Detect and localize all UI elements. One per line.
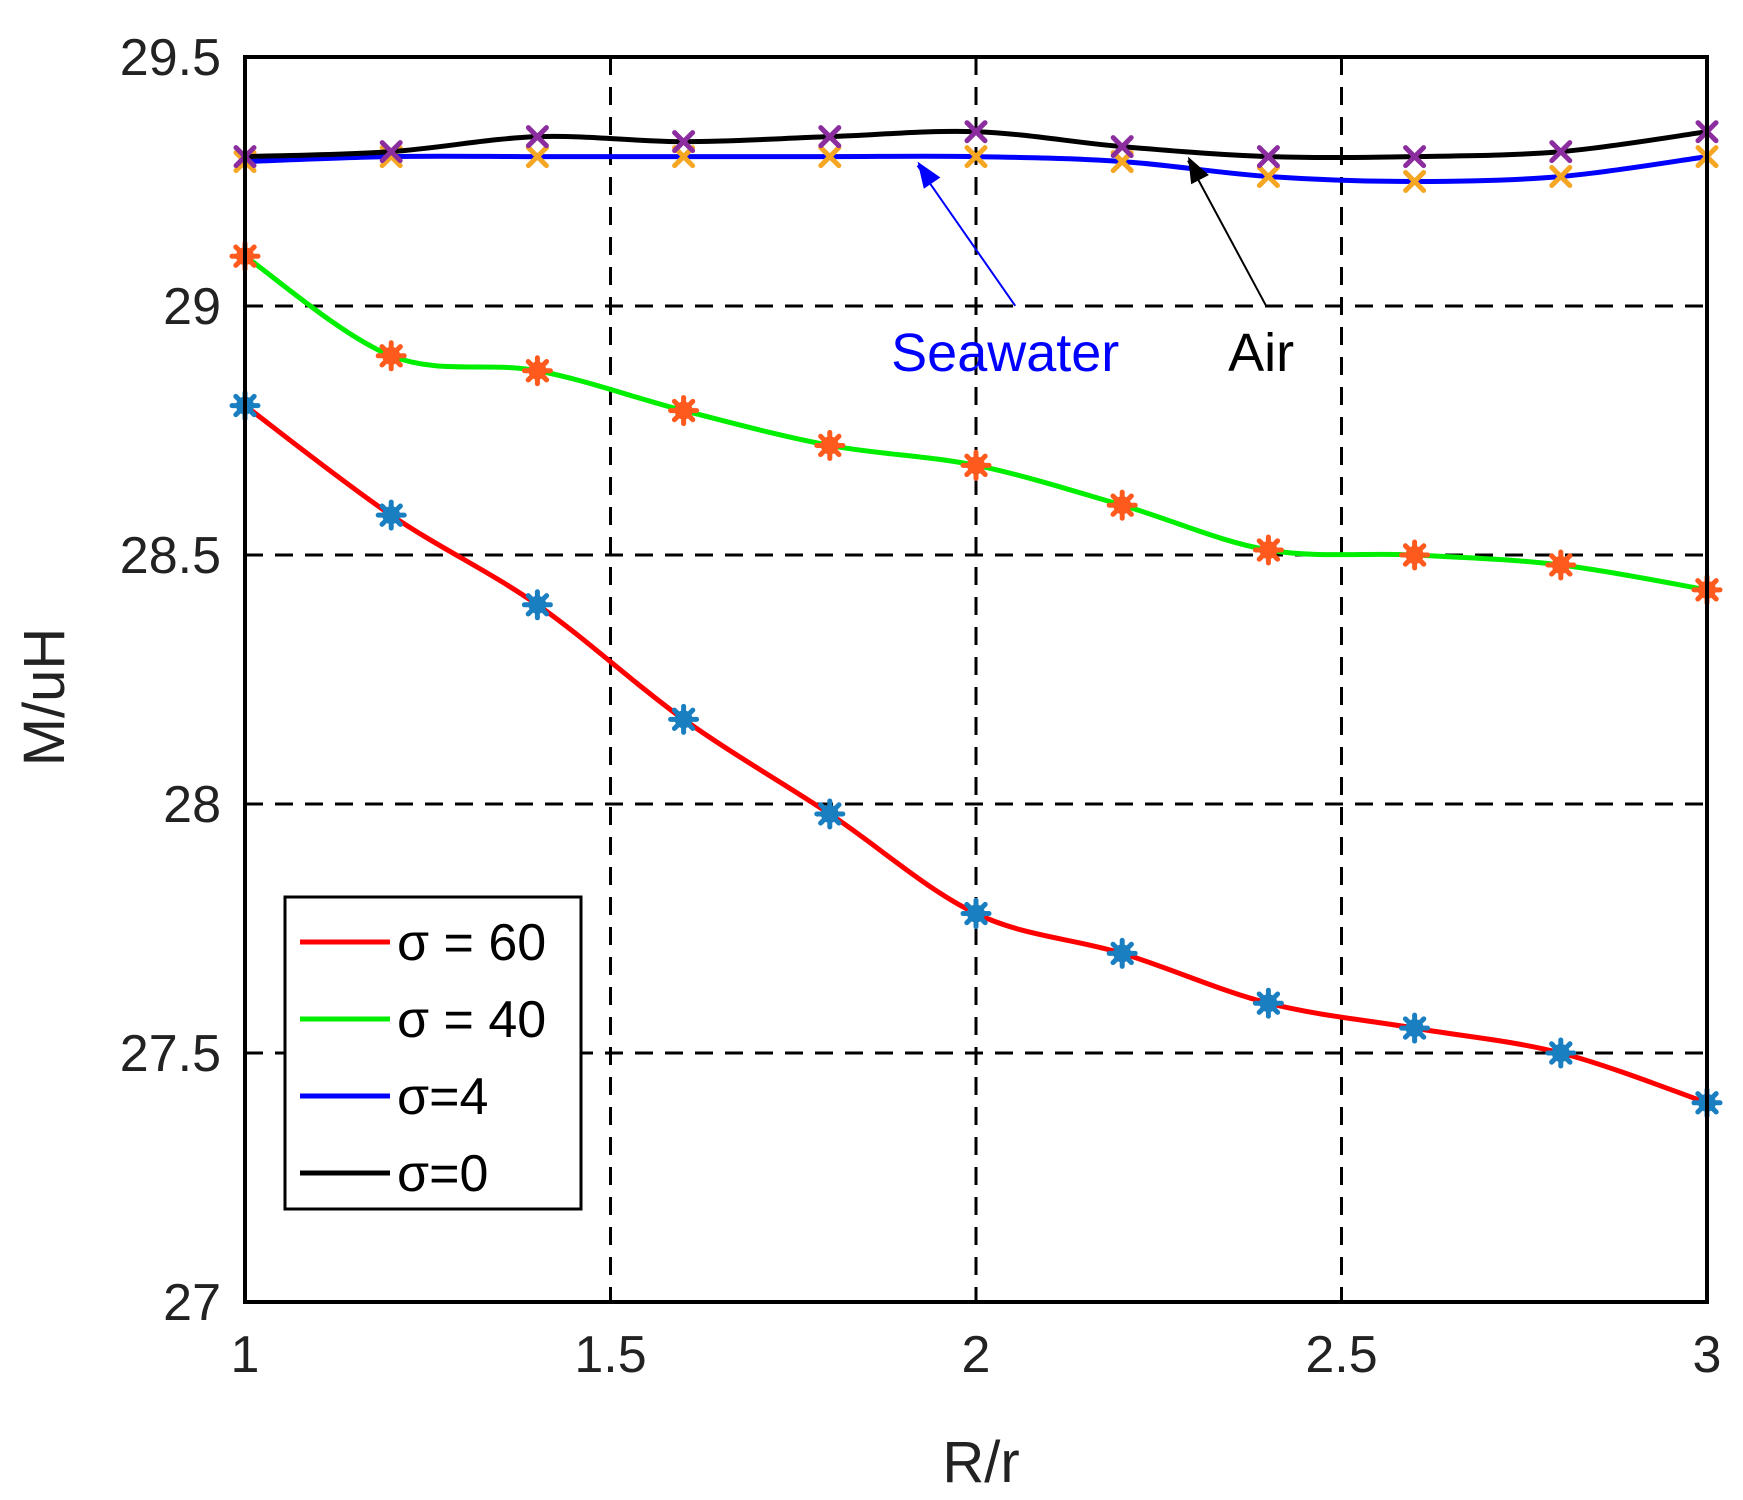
marker-stroke (964, 145, 988, 169)
marker-stroke (1549, 165, 1573, 189)
marker-stroke (379, 140, 403, 164)
legend-label-sigma-60: σ = 60 (397, 914, 546, 972)
marker-sigma-4-5 (964, 145, 988, 169)
marker-spoke (1402, 543, 1427, 567)
legend-box (283, 895, 583, 1211)
legend: σ = 60 σ = 40 σ=4 σ=0 (283, 895, 583, 1211)
marker-stroke (1256, 145, 1280, 169)
x-tick-label-4: 3 (1693, 1326, 1722, 1384)
marker-spoke (1110, 493, 1134, 517)
marker-sigma-40-5 (960, 449, 992, 481)
x-tick-label-3: 2.5 (1305, 1326, 1377, 1384)
marker-spoke (1402, 1016, 1427, 1040)
marker-sigma-4-7 (1256, 165, 1280, 189)
marker-sigma-0-2 (525, 125, 549, 149)
marker-sigma-40-4 (814, 429, 846, 461)
marker-stroke (818, 145, 842, 169)
marker-spoke (964, 901, 988, 926)
marker-sigma-40-8 (1399, 539, 1431, 571)
marker-spoke (1256, 538, 1281, 562)
marker-stroke (1110, 135, 1134, 159)
plot-series (229, 120, 1723, 1119)
x-tick-label-2: 2 (962, 1326, 991, 1384)
marker-sigma-60-6 (1106, 937, 1138, 969)
marker-sigma-4-2 (525, 145, 549, 169)
marker-spoke (818, 802, 842, 826)
marker-stroke (1403, 145, 1427, 169)
marker-sigma-40-9 (1545, 549, 1577, 581)
marker-sigma-0-5 (964, 120, 988, 144)
marker-sigma-0-6 (1110, 135, 1134, 159)
marker-spoke (525, 593, 550, 617)
x-axis-title: R/r (942, 1430, 1019, 1495)
marker-stroke (1549, 140, 1573, 164)
marker-spoke (379, 344, 403, 368)
marker-sigma-40-2 (521, 355, 553, 387)
marker-sigma-60-3 (668, 703, 700, 735)
marker-spoke (671, 707, 696, 732)
marker-sigma-4-9 (1549, 165, 1573, 189)
marker-stroke (1256, 165, 1280, 189)
marker-sigma-0-3 (672, 130, 696, 154)
marker-sigma-40-1 (375, 340, 407, 372)
marker-sigma-60-8 (1399, 1012, 1431, 1044)
marker-spoke (525, 359, 550, 383)
marker-stroke (672, 130, 696, 154)
marker-spoke (1549, 1041, 1573, 1065)
marker-sigma-40-7 (1252, 534, 1284, 566)
marker-spoke (1256, 991, 1281, 1015)
air-annotation: Air (1228, 323, 1294, 383)
marker-stroke (1403, 170, 1427, 193)
marker-sigma-60-4 (814, 798, 846, 830)
marker-sigma-40-6 (1106, 489, 1138, 521)
y-tick-label-3: 28.5 (120, 527, 221, 585)
marker-spoke (671, 398, 696, 423)
series-line-sigma-60 (243, 403, 1708, 1106)
marker-sigma-0-4 (818, 125, 842, 149)
marker-sigma-60-2 (521, 589, 553, 621)
marker-stroke (818, 125, 842, 149)
x-tick-label-0: 1 (231, 1326, 260, 1384)
marker-spoke (1549, 553, 1573, 577)
y-tick-label-1: 27.5 (120, 1025, 221, 1083)
legend-label-sigma-4: σ=4 (397, 1068, 488, 1126)
seawater-annotation: Seawater (891, 323, 1119, 383)
marker-sigma-40-3 (668, 395, 700, 427)
marker-sigma-0-1 (379, 140, 403, 164)
y-axis-title: M/uH (12, 628, 77, 767)
marker-sigma-60-1 (375, 499, 407, 531)
x-tick-label-1: 1.5 (574, 1326, 646, 1384)
marker-spoke (818, 433, 842, 458)
marker-sigma-0-9 (1549, 140, 1573, 164)
marker-stroke (525, 145, 549, 169)
marker-sigma-4-4 (818, 145, 842, 169)
legend-label-sigma-0: σ=0 (397, 1145, 488, 1203)
marker-sigma-0-7 (1256, 145, 1280, 169)
air-arrow (1187, 160, 1267, 307)
marker-sigma-60-5 (960, 898, 992, 930)
annotations: Seawater Air (891, 156, 1294, 383)
axis-ticks: 1 1.5 2 2.5 3 27 27.5 28 28.5 29 29.5 (120, 29, 1722, 1384)
air-arrowhead (1187, 156, 1209, 185)
marker-spoke (379, 503, 403, 527)
seawater-arrow (916, 165, 1017, 307)
marker-spoke (964, 453, 988, 478)
marker-sigma-0-8 (1403, 145, 1427, 169)
marker-stroke (964, 120, 988, 144)
marker-spoke (1110, 941, 1134, 966)
y-tick-label-4: 29 (163, 278, 221, 336)
marker-sigma-4-8 (1403, 170, 1427, 193)
y-tick-label-2: 28 (163, 776, 221, 834)
marker-stroke (525, 125, 549, 149)
y-tick-label-5: 29.5 (120, 29, 221, 87)
seawater-arrowhead (917, 161, 941, 189)
y-tick-label-0: 27 (163, 1274, 221, 1332)
marker-sigma-60-9 (1545, 1037, 1577, 1069)
legend-label-sigma-40: σ = 40 (397, 991, 546, 1049)
marker-sigma-60-7 (1252, 987, 1284, 1019)
